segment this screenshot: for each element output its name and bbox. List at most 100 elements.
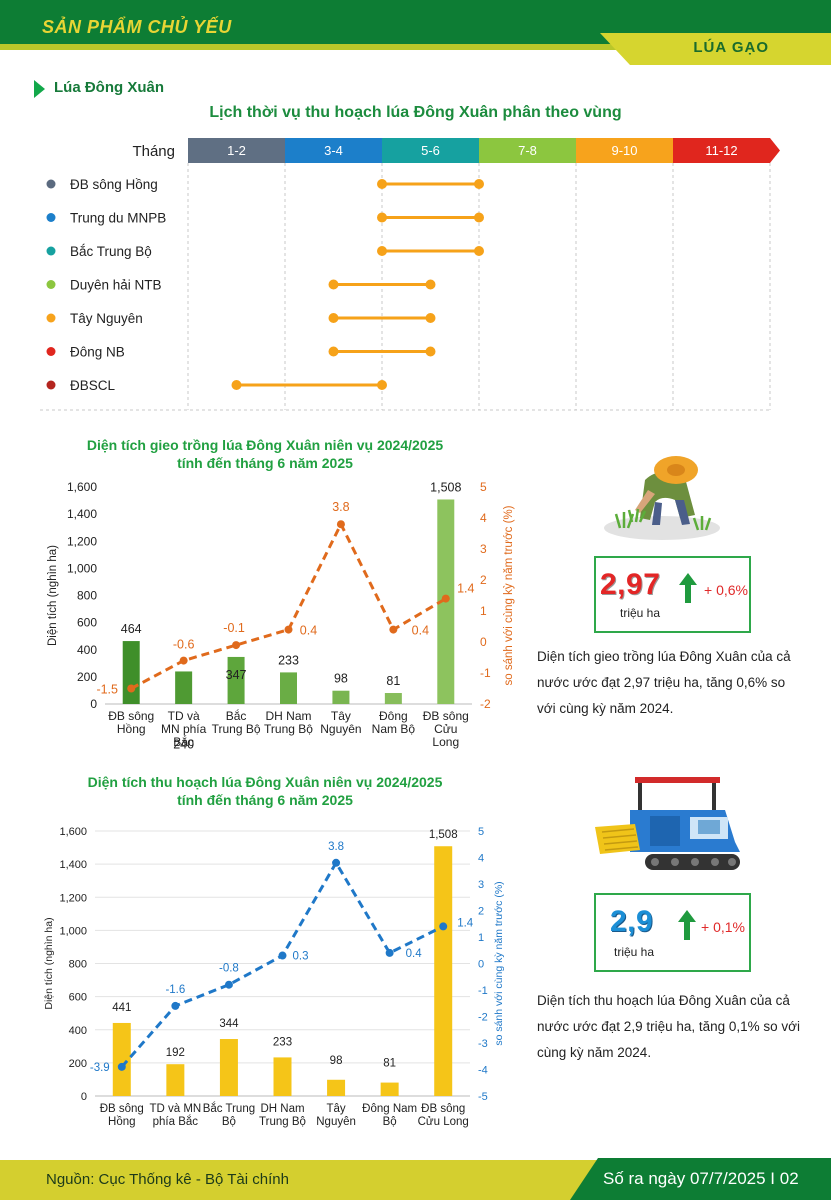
bar-data-label: 233 — [273, 1036, 292, 1048]
footer-source: Nguồn: Cục Thống kê - Bộ Tài chính — [46, 1171, 289, 1188]
line-point — [224, 980, 233, 989]
region-label: Trung du MNPB — [70, 211, 166, 226]
y2-tick-label: 3 — [478, 879, 484, 891]
farmer-planting-rice-icon — [604, 456, 720, 540]
kpi-planting-unit: triệu ha — [620, 606, 661, 620]
chart2-title-line2: tính đến tháng 6 năm 2025 — [177, 792, 353, 808]
harvest-area-chart: 0 200 400 600 800 1,000 1,200 1,400 1,600 -5 -4 -3 -… — [43, 826, 505, 1128]
bar — [332, 690, 350, 704]
bar-data-label: 233 — [278, 653, 299, 667]
x-category-label: ĐB sông — [423, 709, 469, 723]
kpi-harvest-value: 2,9 — [610, 905, 654, 938]
harvest-start-point — [377, 212, 387, 223]
x-category-label: Bắc — [226, 708, 247, 723]
x-category-label: Trung Bộ — [264, 722, 313, 736]
harvest-end-point — [425, 346, 436, 357]
line-point — [441, 594, 450, 603]
x-category-label: Nguyên — [320, 722, 361, 736]
header-badge-label: LÚA GẠO — [693, 39, 769, 56]
line-data-label: -0.6 — [173, 638, 195, 652]
harvest-start-point — [377, 246, 387, 256]
period-segment — [285, 138, 382, 163]
bar-data-label: 1,508 — [429, 829, 458, 841]
chart1-title-line1: Diện tích gieo trồng lúa Đông Xuân niên … — [86, 437, 444, 453]
y-tick-label: 1,200 — [59, 892, 87, 904]
line-point — [385, 948, 394, 957]
bar-data-label: 192 — [166, 1047, 185, 1059]
harvest-end-point — [474, 212, 484, 223]
kpi-harvest-change: + 0,1% — [701, 919, 745, 935]
kpi-planting-box: 2,97 + 0,6% triệu ha — [594, 556, 751, 633]
x-category-label: DH Nam — [260, 1103, 304, 1115]
bar-data-label: 240 — [173, 737, 194, 751]
y-tick-label: 400 — [69, 1025, 87, 1037]
bar-data-label: 1,508 — [430, 480, 461, 494]
y-tick-label: 1,000 — [67, 561, 97, 575]
y2-tick-label: 2 — [480, 573, 487, 587]
period-label: 7-8 — [518, 143, 537, 158]
region-dot-icon — [46, 179, 56, 189]
x-category-label: Nguyên — [316, 1116, 356, 1128]
region-label: ĐBSCL — [70, 378, 116, 393]
period-segment — [382, 138, 479, 163]
x-category-label: Nam Bộ — [372, 722, 416, 736]
line-point — [439, 922, 448, 931]
region-dot-icon — [46, 347, 56, 356]
x-category-label: MN phía — [161, 722, 207, 736]
y-tick-label: 1,200 — [67, 534, 97, 548]
period-label: 3-4 — [324, 143, 343, 158]
line-point — [284, 625, 293, 634]
y-tick-label: 600 — [77, 616, 97, 630]
harvest-start-point — [328, 279, 339, 290]
combine-harvester-icon — [595, 777, 740, 870]
x-category-label: Bộ — [222, 1116, 236, 1128]
bar-data-label: 441 — [112, 1002, 131, 1014]
y2-tick-label: -3 — [478, 1038, 488, 1050]
harvest-end-point — [425, 279, 436, 290]
y-tick-label: 1,400 — [67, 507, 97, 521]
header-title: SẢN PHẨM CHỦ YẾU — [42, 17, 232, 37]
line-point — [179, 656, 188, 665]
month-label: Tháng — [132, 143, 175, 160]
period-segment — [576, 138, 673, 163]
section-arrow-icon — [34, 80, 45, 98]
bar — [112, 1022, 131, 1096]
x-category-label: DH Nam — [265, 709, 311, 723]
x-category-label: Đông — [379, 709, 408, 723]
bar — [327, 1079, 346, 1096]
region-label: Duyên hải NTB — [70, 278, 162, 293]
period-segment — [188, 138, 285, 163]
x-category-label: Tây — [326, 1103, 345, 1115]
line-data-label: 1.4 — [457, 582, 474, 596]
y2-axis-title: so sánh với cùng kỳ năm trước (%) — [493, 881, 505, 1045]
kpi-harvest-description: Diện tích thu hoạch lúa Đông Xuân của cả… — [537, 993, 801, 1060]
bar — [122, 641, 140, 704]
y2-tick-label: -1 — [480, 666, 491, 680]
x-category-label: Bắc — [173, 734, 194, 749]
line-point — [232, 641, 241, 650]
top-banner-strip — [0, 44, 831, 50]
line-data-label: -0.1 — [223, 621, 245, 635]
schedule-chart: Tháng 1-2 3-4 5-6 7-8 9-10 11-12 ĐB sông Hồng Tr… — [40, 138, 780, 411]
line-data-label: -1.5 — [96, 683, 118, 697]
x-category-label: ĐB sông — [100, 1103, 144, 1115]
region-label: ĐB sông Hồng — [70, 177, 158, 192]
line-data-label: 0.4 — [300, 624, 317, 638]
y-tick-label: 200 — [69, 1058, 87, 1070]
x-category-label: Trung Bộ — [212, 722, 261, 736]
y-tick-label: 1,600 — [67, 480, 97, 494]
bar — [273, 1057, 292, 1096]
y2-tick-label: -1 — [478, 985, 488, 997]
bar — [280, 672, 297, 704]
bar — [380, 1082, 399, 1096]
region-dot-icon — [46, 280, 56, 289]
period-label: 11-12 — [705, 143, 737, 158]
bar — [384, 693, 402, 704]
section-title: Lúa Đông Xuân — [54, 79, 164, 96]
period-label: 9-10 — [611, 143, 637, 158]
y2-tick-label: 2 — [478, 906, 484, 918]
y2-tick-label: -2 — [480, 697, 491, 711]
bar-data-label: 98 — [334, 672, 348, 686]
y2-tick-label: 0 — [478, 959, 484, 971]
kpi-harvest-box: 2,9 + 0,1% triệu ha — [594, 893, 751, 972]
